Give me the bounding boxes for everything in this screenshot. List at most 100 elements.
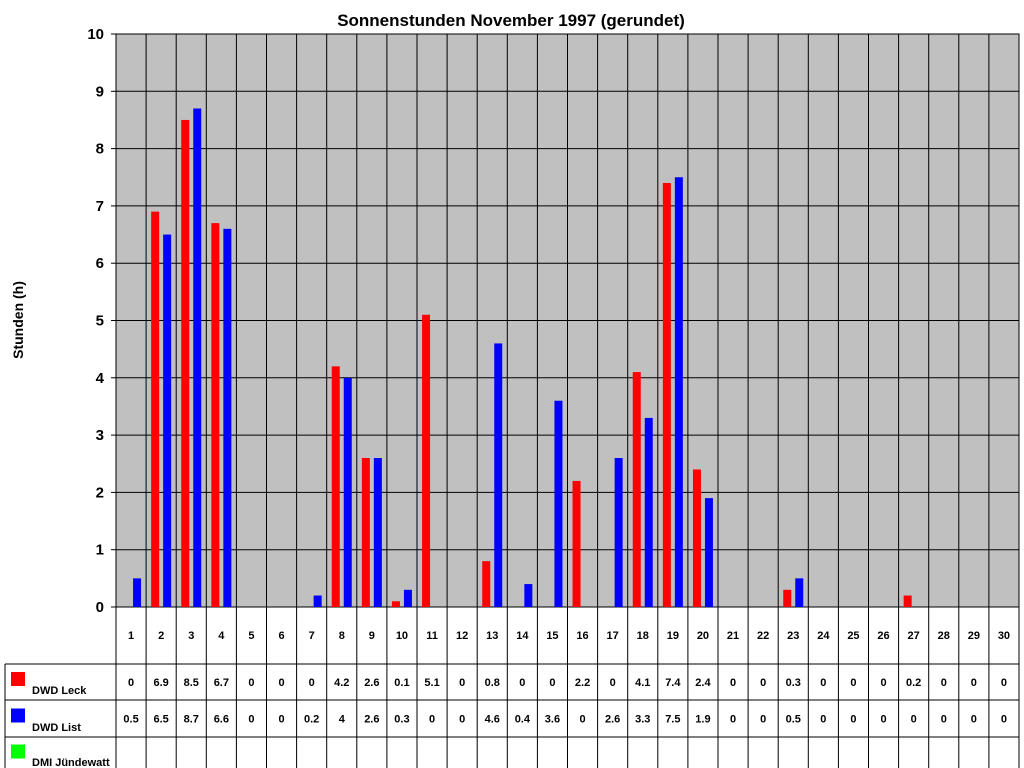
data-label: 0 <box>248 714 254 726</box>
data-label: 7.5 <box>665 714 680 726</box>
plot-area: 0 1 2 3 4 5 6 7 8 9 10 <box>87 26 1020 616</box>
bar-leck <box>211 223 220 607</box>
data-label: 0 <box>760 677 766 689</box>
bar-leck <box>391 601 400 607</box>
x-tick-label: 23 <box>787 630 799 642</box>
x-tick-label: 21 <box>727 630 739 642</box>
data-label: 1.9 <box>695 714 710 726</box>
data-label: 0.4 <box>515 714 531 726</box>
x-tick-label: 6 <box>278 630 284 642</box>
data-label: 8.5 <box>184 677 199 689</box>
data-label: 0 <box>128 677 134 689</box>
data-label: 0 <box>911 714 917 726</box>
y-tick-label: 0 <box>96 599 104 616</box>
data-label: 0.5 <box>123 714 138 726</box>
x-tick-label: 25 <box>847 630 859 642</box>
data-label: 2.4 <box>695 677 711 689</box>
bar-leck <box>632 372 641 607</box>
x-tick-label: 28 <box>938 630 950 642</box>
x-tick-label: 17 <box>607 630 619 642</box>
data-label: 0.5 <box>786 714 801 726</box>
data-label: 2.6 <box>605 714 620 726</box>
x-tick-label: 15 <box>546 630 558 642</box>
data-label: 0.2 <box>304 714 319 726</box>
x-tick-label: 3 <box>188 630 194 642</box>
y-tick-label: 1 <box>96 542 104 559</box>
chart-title: Sonnenstunden November 1997 (gerundet) <box>337 11 685 30</box>
data-label: 0 <box>519 677 525 689</box>
data-label: 0 <box>850 677 856 689</box>
bar-leck <box>361 458 370 607</box>
legend-label: DWD Leck <box>32 685 87 697</box>
y-tick-label: 8 <box>96 141 104 158</box>
legend-label: DMI Jündewatt <box>32 757 110 768</box>
data-label: 0 <box>309 677 315 689</box>
bar-leck <box>662 182 671 608</box>
x-tick-label: 24 <box>817 630 830 642</box>
data-label: 6.9 <box>154 677 169 689</box>
bar-list <box>674 177 683 607</box>
bar-list <box>343 377 352 607</box>
x-tick-label: 26 <box>877 630 889 642</box>
data-label: 0 <box>820 677 826 689</box>
bar-list <box>163 234 172 608</box>
bar-leck <box>783 589 792 607</box>
bar-list <box>524 584 533 607</box>
data-label: 0 <box>941 677 947 689</box>
data-label: 0.8 <box>485 677 500 689</box>
y-tick-label: 4 <box>96 370 105 387</box>
x-tick-label: 20 <box>697 630 709 642</box>
data-label: 5.1 <box>424 677 439 689</box>
legend-label: DWD List <box>32 722 81 734</box>
y-tick-label: 5 <box>96 313 104 330</box>
data-label: 0 <box>850 714 856 726</box>
data-label: 0 <box>730 714 736 726</box>
x-tick-label: 14 <box>516 630 529 642</box>
data-label: 3.3 <box>635 714 650 726</box>
data-label: 4.1 <box>635 677 650 689</box>
bar-list <box>373 458 382 607</box>
data-label: 3.6 <box>545 714 560 726</box>
x-tick-label: 27 <box>908 630 920 642</box>
data-label: 0.3 <box>786 677 801 689</box>
data-label: 4.6 <box>485 714 500 726</box>
bar-leck <box>482 561 491 607</box>
x-tick-label: 16 <box>576 630 588 642</box>
data-label: 4.2 <box>334 677 349 689</box>
data-label: 0.3 <box>394 714 409 726</box>
data-label: 0 <box>880 714 886 726</box>
y-tick-label: 2 <box>96 484 104 501</box>
bar-leck <box>331 366 340 607</box>
bar-leck <box>572 480 581 607</box>
x-tick-label: 2 <box>158 630 164 642</box>
legend-swatch <box>11 672 25 686</box>
x-tick-label: 4 <box>218 630 225 642</box>
legend-swatch <box>11 744 25 759</box>
x-tick-label: 7 <box>309 630 315 642</box>
x-tick-label: 11 <box>426 630 438 642</box>
data-label: 0 <box>429 714 435 726</box>
data-label: 0 <box>579 714 585 726</box>
bar-list <box>403 589 412 607</box>
y-axis-label: Stunden (h) <box>10 281 26 359</box>
data-label: 0 <box>459 714 465 726</box>
bar-list <box>494 343 503 607</box>
x-tick-label: 29 <box>968 630 980 642</box>
data-label: 0 <box>941 714 947 726</box>
y-tick-label: 3 <box>96 427 104 444</box>
data-label: 0.1 <box>394 677 409 689</box>
x-tick-label: 30 <box>998 630 1010 642</box>
y-tick-label: 6 <box>96 255 104 272</box>
y-tick-label: 7 <box>96 198 104 215</box>
y-tick-label: 9 <box>96 83 104 100</box>
data-label: 7.4 <box>665 677 681 689</box>
x-tick-label: 10 <box>396 630 408 642</box>
data-label: 0 <box>278 714 284 726</box>
data-label: 0.2 <box>906 677 921 689</box>
data-label: 8.7 <box>184 714 199 726</box>
x-tick-label: 9 <box>369 630 375 642</box>
bar-list <box>795 578 804 607</box>
data-label: 0 <box>971 714 977 726</box>
bar-list <box>554 400 563 607</box>
data-label: 0 <box>1001 714 1007 726</box>
